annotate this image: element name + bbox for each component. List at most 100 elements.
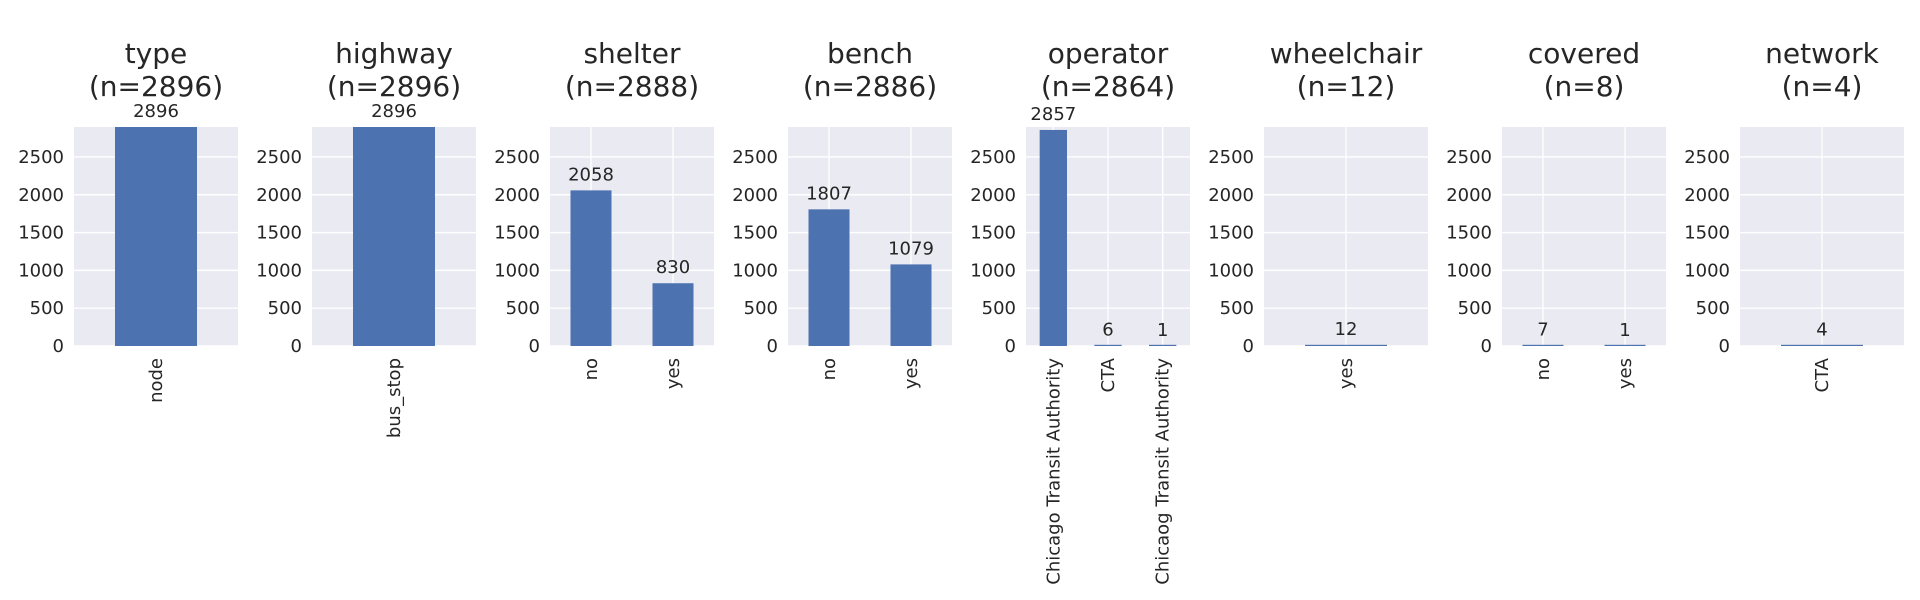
y-tick-label: 1500 bbox=[494, 223, 540, 244]
y-tick-label: 2500 bbox=[732, 147, 778, 168]
bar-value-label: 830 bbox=[656, 257, 690, 278]
chart-subtitle-count: (n=2888) bbox=[565, 70, 699, 103]
chart-panel-wheelchair: wheelchair(n=12) 0 500 1000 1500 2000 2500 12 ye… bbox=[1208, 37, 1428, 389]
y-tick-label: 1000 bbox=[970, 260, 1016, 281]
bar bbox=[570, 190, 612, 346]
x-tick-label: yes bbox=[663, 358, 684, 389]
bar-value-label: 1807 bbox=[806, 183, 852, 204]
plot-area bbox=[1502, 127, 1666, 346]
bar bbox=[1604, 344, 1646, 346]
y-tick-label: 2000 bbox=[970, 185, 1016, 206]
bar bbox=[1094, 344, 1122, 346]
x-tick-label: Chicaog Transit Authority bbox=[1153, 358, 1174, 585]
y-tick-label: 2500 bbox=[1684, 147, 1730, 168]
x-tick-label: Chicago Transit Authority bbox=[1043, 358, 1064, 585]
y-tick-label: 0 bbox=[1481, 336, 1492, 357]
bar bbox=[1781, 344, 1863, 346]
bar-value-label: 4 bbox=[1816, 320, 1827, 341]
y-tick-label: 2500 bbox=[1208, 147, 1254, 168]
bar bbox=[890, 264, 932, 346]
y-tick-label: 0 bbox=[291, 336, 302, 357]
bar bbox=[1039, 129, 1067, 346]
bar-value-label: 2857 bbox=[1030, 104, 1076, 125]
bar-value-label: 2896 bbox=[371, 101, 417, 122]
x-tick-label: bus_stop bbox=[384, 358, 405, 438]
chart-title: wheelchair bbox=[1270, 37, 1423, 70]
y-tick-label: 2500 bbox=[1446, 147, 1492, 168]
chart-panel-type: type(n=2896) 0 500 1000 1500 2000 2500 2896 node bbox=[18, 37, 238, 403]
y-tick-label: 1000 bbox=[1684, 260, 1730, 281]
y-tick-label: 1500 bbox=[256, 223, 302, 244]
y-tick-label: 500 bbox=[1220, 298, 1254, 319]
chart-subtitle-count: (n=2864) bbox=[1041, 70, 1175, 103]
bar bbox=[1305, 344, 1387, 346]
y-tick-label: 0 bbox=[1005, 336, 1016, 357]
bar bbox=[1522, 344, 1564, 346]
bar bbox=[115, 127, 197, 346]
x-tick-label: no bbox=[1533, 358, 1554, 380]
y-tick-label: 1500 bbox=[18, 223, 64, 244]
y-tick-label: 500 bbox=[268, 298, 302, 319]
chart-title: bench bbox=[827, 37, 913, 70]
chart-panel-bench: bench(n=2886) 0 500 1000 1500 2000 2500 1807 no 1… bbox=[732, 37, 952, 389]
y-tick-label: 0 bbox=[1243, 336, 1254, 357]
chart-panel-highway: highway(n=2896) 0 500 1000 1500 2000 2500 2896 b… bbox=[256, 37, 476, 438]
y-tick-label: 0 bbox=[1719, 336, 1730, 357]
y-tick-label: 1000 bbox=[732, 260, 778, 281]
chart-panel-shelter: shelter(n=2888) 0 500 1000 1500 2000 2500 2058 n… bbox=[494, 37, 714, 389]
y-tick-label: 1500 bbox=[1684, 223, 1730, 244]
chart-subtitle-count: (n=2896) bbox=[89, 70, 223, 103]
y-tick-label: 1500 bbox=[1208, 223, 1254, 244]
y-tick-label: 0 bbox=[53, 336, 64, 357]
chart-title: operator bbox=[1048, 37, 1169, 70]
bar-value-label: 6 bbox=[1102, 320, 1113, 341]
y-tick-label: 1000 bbox=[1208, 260, 1254, 281]
x-tick-label: yes bbox=[1615, 358, 1636, 389]
y-tick-label: 2000 bbox=[732, 185, 778, 206]
y-tick-label: 2000 bbox=[1208, 185, 1254, 206]
chart-title: covered bbox=[1528, 37, 1640, 70]
y-tick-label: 500 bbox=[30, 298, 64, 319]
x-tick-label: yes bbox=[901, 358, 922, 389]
bar-value-label: 1 bbox=[1619, 320, 1630, 341]
y-tick-label: 1000 bbox=[494, 260, 540, 281]
y-tick-label: 1000 bbox=[18, 260, 64, 281]
y-tick-label: 500 bbox=[506, 298, 540, 319]
bar-value-label: 2058 bbox=[568, 164, 614, 185]
chart-subtitle-count: (n=4) bbox=[1782, 70, 1863, 103]
x-tick-label: yes bbox=[1336, 358, 1357, 389]
y-tick-label: 2500 bbox=[494, 147, 540, 168]
chart-subtitle-count: (n=12) bbox=[1297, 70, 1396, 103]
y-tick-label: 2000 bbox=[1684, 185, 1730, 206]
y-tick-label: 1000 bbox=[1446, 260, 1492, 281]
y-tick-label: 2500 bbox=[970, 147, 1016, 168]
chart-subtitle-count: (n=8) bbox=[1544, 70, 1625, 103]
bar-value-label: 7 bbox=[1537, 319, 1548, 340]
chart-subtitle-count: (n=2886) bbox=[803, 70, 937, 103]
x-tick-label: node bbox=[146, 358, 167, 403]
y-tick-label: 2500 bbox=[256, 147, 302, 168]
x-tick-label: no bbox=[819, 358, 840, 380]
y-tick-label: 2000 bbox=[18, 185, 64, 206]
chart-panel-operator: operator(n=2864) 0 500 1000 1500 2000 2500 2857… bbox=[970, 37, 1190, 585]
y-tick-label: 1500 bbox=[1446, 223, 1492, 244]
bar-value-label: 1079 bbox=[888, 238, 934, 259]
bar bbox=[1149, 344, 1177, 346]
x-tick-label: CTA bbox=[1812, 357, 1833, 392]
y-tick-label: 1500 bbox=[732, 223, 778, 244]
y-tick-label: 500 bbox=[1458, 298, 1492, 319]
chart-title: highway bbox=[335, 37, 453, 70]
chart-panel-covered: covered(n=8) 0 500 1000 1500 2000 2500 7 no 1 yes bbox=[1446, 37, 1666, 389]
x-tick-label: no bbox=[581, 358, 602, 380]
bar-value-label: 2896 bbox=[133, 101, 179, 122]
bar bbox=[353, 127, 435, 346]
y-tick-label: 500 bbox=[744, 298, 778, 319]
chart-title: shelter bbox=[583, 37, 681, 70]
y-tick-label: 500 bbox=[982, 298, 1016, 319]
y-tick-label: 2000 bbox=[1446, 185, 1492, 206]
chart-subtitle-count: (n=2896) bbox=[327, 70, 461, 103]
y-tick-label: 2000 bbox=[256, 185, 302, 206]
y-tick-label: 0 bbox=[767, 336, 778, 357]
y-tick-label: 0 bbox=[529, 336, 540, 357]
